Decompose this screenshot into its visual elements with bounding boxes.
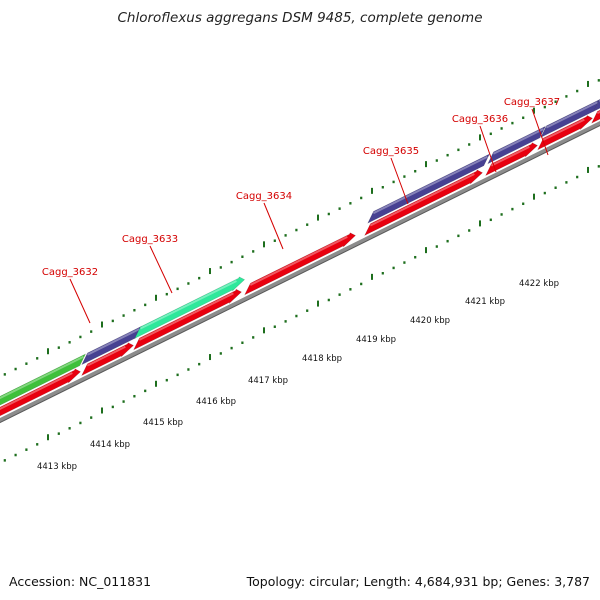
gene-label-leader bbox=[149, 245, 173, 294]
cds-forward-arrow bbox=[244, 232, 357, 296]
kbp-label: 4415 kbp bbox=[143, 418, 183, 428]
kbp-label: 4417 kbp bbox=[248, 376, 288, 386]
cds-forward-arrow bbox=[485, 142, 539, 177]
backbone-shadow bbox=[0, 123, 600, 424]
map-title: Chloroflexus aggregans DSM 9485, complet… bbox=[117, 10, 482, 26]
kbp-label-layer: 4413 kbp 4414 kbp 4415 kbp 4416 kbp 4417 kbp… bbox=[37, 279, 559, 472]
cds-forward-arrow-highlight bbox=[490, 145, 530, 167]
cog-feature-arrow bbox=[0, 353, 87, 406]
gene-label-leader bbox=[531, 108, 549, 156]
kbp-label: 4418 kbp bbox=[302, 354, 342, 364]
cog-feature-arrow-highlight bbox=[86, 328, 140, 356]
cog-feature-arrow bbox=[134, 276, 246, 340]
cog-feature-arrow-highlight bbox=[0, 355, 84, 400]
gene-label: Cagg_3632 bbox=[42, 267, 98, 278]
cds-forward-arrow-highlight bbox=[138, 292, 234, 341]
inner-tick-ring bbox=[3, 165, 600, 462]
cog-feature-arrow-highlight bbox=[372, 155, 488, 215]
summary-text: Topology: circular; Length: 4,684,931 bp… bbox=[246, 574, 590, 589]
gene-label-leader bbox=[479, 125, 497, 173]
cds-forward-arrow bbox=[537, 115, 594, 151]
cds-forward-arrow-highlight bbox=[86, 345, 126, 367]
gene-label: Cagg_3637 bbox=[504, 97, 560, 108]
cds-forward-arrow bbox=[364, 169, 484, 237]
cog-feature-arrow-highlight bbox=[492, 128, 544, 155]
gene-label-leader bbox=[263, 202, 284, 250]
cds-forward-arrow-highlight bbox=[0, 372, 73, 410]
accession-text: Accession: NC_011831 bbox=[9, 574, 151, 589]
cog-feature-arrow bbox=[487, 125, 547, 165]
kbp-label: 4414 kbp bbox=[90, 440, 130, 450]
gene-label: Cagg_3635 bbox=[363, 146, 419, 157]
cog-feature-arrow bbox=[81, 325, 143, 366]
outer-tick-ring bbox=[3, 79, 600, 376]
cog-feature-arrow-highlight bbox=[139, 280, 237, 330]
kbp-label: 4420 kbp bbox=[410, 316, 450, 326]
gene-label-layer: Cagg_3632 Cagg_3633 Cagg_3634 Cagg_3635 Cagg… bbox=[42, 97, 560, 324]
cds-forward-arrow bbox=[133, 288, 243, 351]
kbp-label: 4422 kbp bbox=[519, 279, 559, 289]
backbone-layer bbox=[0, 121, 600, 424]
gene-label: Cagg_3636 bbox=[452, 114, 508, 125]
gene-label: Cagg_3633 bbox=[122, 234, 178, 245]
gene-label: Cagg_3634 bbox=[236, 191, 292, 202]
cds-forward-arrow bbox=[81, 342, 135, 377]
kbp-label: 4416 kbp bbox=[196, 397, 236, 407]
feature-layer bbox=[0, 99, 600, 417]
gene-label-leader bbox=[390, 157, 409, 205]
gene-label-leader bbox=[69, 278, 91, 324]
cog-feature-arrow bbox=[593, 99, 600, 112]
cds-forward-arrow bbox=[591, 109, 600, 124]
kbp-label: 4421 kbp bbox=[465, 297, 505, 307]
backbone-line bbox=[0, 121, 600, 422]
kbp-label: 4413 kbp bbox=[37, 462, 77, 472]
cog-feature-arrow-highlight bbox=[545, 101, 598, 129]
kbp-label: 4419 kbp bbox=[356, 335, 396, 345]
cds-forward-arrow-highlight bbox=[542, 118, 585, 141]
cds-forward-arrow-highlight bbox=[249, 235, 348, 286]
cds-forward-arrow-highlight bbox=[369, 173, 475, 227]
cds-forward-arrow bbox=[0, 368, 82, 417]
